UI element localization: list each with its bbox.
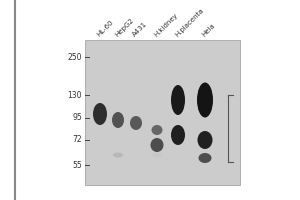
Text: 130: 130	[68, 90, 82, 99]
Ellipse shape	[130, 116, 142, 130]
Bar	[85, 40, 240, 185]
Text: 250: 250	[68, 52, 82, 62]
Text: 95: 95	[72, 114, 82, 122]
Ellipse shape	[151, 138, 164, 152]
Ellipse shape	[199, 153, 212, 163]
Ellipse shape	[152, 125, 163, 135]
Text: H.placenta: H.placenta	[174, 7, 205, 38]
Text: HL-60: HL-60	[96, 19, 115, 38]
Ellipse shape	[152, 152, 162, 158]
Text: 72: 72	[72, 136, 82, 144]
Ellipse shape	[171, 125, 185, 145]
Text: Hela: Hela	[201, 23, 216, 38]
Ellipse shape	[113, 152, 123, 158]
Ellipse shape	[197, 82, 213, 117]
Text: A431: A431	[132, 21, 149, 38]
Text: H.kidney: H.kidney	[153, 12, 179, 38]
Ellipse shape	[93, 103, 107, 125]
Ellipse shape	[171, 85, 185, 115]
Ellipse shape	[112, 112, 124, 128]
Text: HepG2: HepG2	[114, 17, 135, 38]
Ellipse shape	[197, 131, 212, 149]
Text: 55: 55	[72, 160, 82, 170]
